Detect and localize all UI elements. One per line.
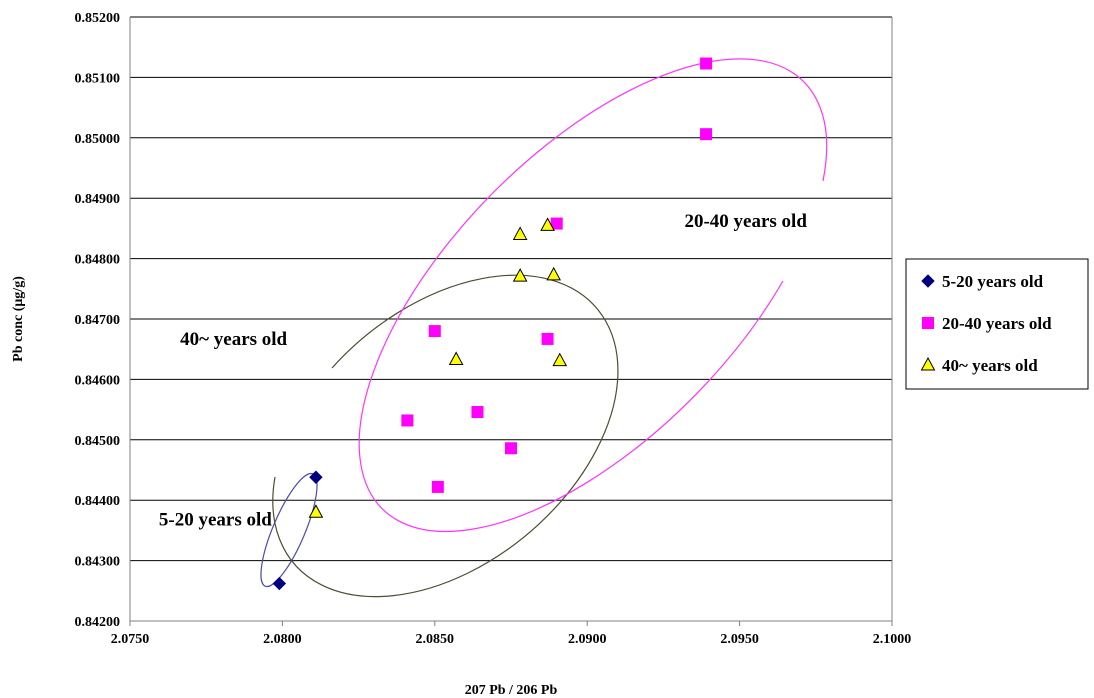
annotations: 20-40 years old 40~ years old 5-20 years o… [159,211,807,530]
x-axis-title: 207 Pb / 206 Pb [465,683,558,698]
legend-label: 20-40 years old [942,314,1052,333]
gridlines [130,16,893,621]
y-tick-label: 0.85200 [75,11,121,26]
x-tick-label: 2.1000 [873,632,912,647]
data-point [431,480,444,493]
data-point [308,504,324,518]
axes [129,17,892,622]
y-tick-label: 0.84800 [75,253,121,268]
ellipse-20-40 [358,58,828,533]
x-tick-labels: 2.0750 2.0800 2.0850 2.0900 2.0950 2.1000 [111,621,912,647]
data-point [448,351,464,365]
y-tick-label: 0.84300 [75,555,121,570]
y-tick-label: 0.84200 [75,615,121,630]
y-tick-label: 0.84600 [75,373,121,388]
legend: 5-20 years old 20-40 years old 40~ years o… [905,258,1089,390]
group-ellipses [260,58,828,598]
data-point [552,352,568,367]
x-tick-label: 2.0900 [568,632,607,647]
data-point [540,217,555,231]
x-tick-label: 2.0850 [416,632,455,647]
legend-marker [922,317,934,329]
data-point [700,57,713,70]
legend-label: 40~ years old [942,356,1038,375]
annotation-label: 5-20 years old [159,510,272,531]
y-tick-label: 0.85100 [75,71,121,86]
y-tick-label: 0.84900 [75,192,121,207]
annotation-label: 40~ years old [180,329,287,350]
y-tick-label: 0.84400 [75,494,121,509]
ellipse-40plus [272,274,619,598]
data-point [471,406,484,419]
data-point [309,470,323,484]
y-axis-title: Pb conc (μg/g) [11,276,26,362]
data-points [272,57,713,591]
data-point [272,576,287,591]
data-point [541,332,554,345]
data-point [401,414,414,427]
data-point [512,226,528,240]
data-point [550,217,563,230]
y-tick-label: 0.84700 [75,313,121,328]
data-point [546,266,562,281]
x-tick-label: 2.0950 [720,632,759,647]
legend-marker [920,356,936,371]
legend-label: 5-20 years old [942,272,1044,291]
x-tick-label: 2.0800 [263,632,302,647]
data-point [505,442,517,455]
annotation-label: 20-40 years old [684,211,807,232]
data-point [700,128,713,141]
y-tick-label: 0.85000 [75,132,121,147]
legend-box [905,258,1089,390]
data-point [512,268,528,282]
legend-marker [921,274,935,288]
x-tick-label: 2.0750 [111,632,150,647]
y-tick-labels: 0.84200 0.84300 0.84400 0.84500 0.84600 0.847… [75,11,121,630]
data-point [428,325,441,338]
y-tick-label: 0.84500 [75,434,121,449]
